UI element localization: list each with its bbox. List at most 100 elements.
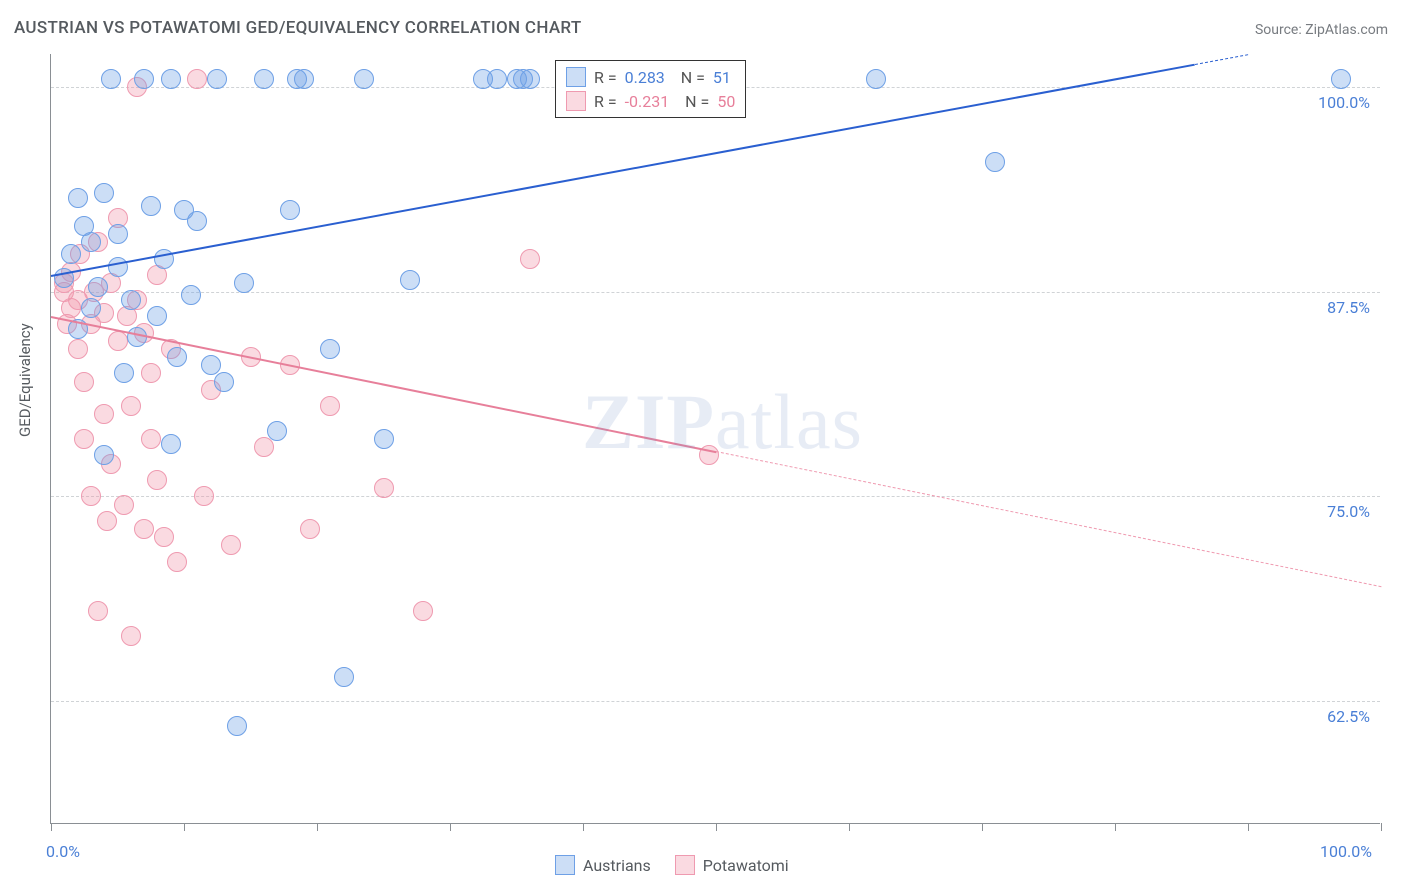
- point-potawatomi: [97, 511, 117, 531]
- point-austrians: [254, 69, 274, 89]
- x-tick: [982, 823, 983, 831]
- source-label: Source: ZipAtlas.com: [1255, 22, 1388, 38]
- point-potawatomi: [134, 519, 154, 539]
- x-tick: [583, 823, 584, 831]
- point-potawatomi: [121, 396, 141, 416]
- point-potawatomi: [300, 519, 320, 539]
- swatch-potawatomi: [566, 91, 586, 111]
- point-austrians: [167, 347, 187, 367]
- point-austrians: [354, 69, 374, 89]
- point-austrians: [320, 339, 340, 359]
- point-potawatomi: [94, 404, 114, 424]
- point-austrians: [187, 211, 207, 231]
- point-austrians: [61, 244, 81, 264]
- point-austrians: [114, 363, 134, 383]
- point-austrians: [81, 298, 101, 318]
- point-austrians: [141, 196, 161, 216]
- legend-r-value: 0.283: [625, 68, 665, 87]
- legend-label: Potawatomi: [703, 856, 789, 875]
- x-tick: [849, 823, 850, 831]
- x-tick: [716, 823, 717, 831]
- point-austrians: [121, 290, 141, 310]
- point-potawatomi: [81, 486, 101, 506]
- x-tick: [1248, 823, 1249, 831]
- point-austrians: [400, 270, 420, 290]
- point-potawatomi: [108, 331, 128, 351]
- trendline-potawatomi: [716, 451, 1381, 587]
- point-austrians: [280, 200, 300, 220]
- plot-area: [50, 54, 1380, 824]
- point-austrians: [1331, 69, 1351, 89]
- point-potawatomi: [520, 249, 540, 269]
- correlation-legend: R = 0.283 N = 51 R = -0.231 N = 50: [555, 60, 746, 118]
- x-tick: [317, 823, 318, 831]
- point-austrians: [520, 69, 540, 89]
- point-austrians: [161, 69, 181, 89]
- y-tick-label: 100.0%: [1300, 93, 1370, 112]
- trendline-austrians: [1195, 54, 1248, 65]
- gridline: [51, 496, 1380, 497]
- swatch-austrians: [566, 67, 586, 87]
- swatch-potawatomi: [675, 855, 695, 875]
- y-tick-label: 62.5%: [1300, 707, 1370, 726]
- x-max-label: 100.0%: [1320, 842, 1372, 861]
- point-austrians: [88, 277, 108, 297]
- point-potawatomi: [147, 470, 167, 490]
- point-potawatomi: [194, 486, 214, 506]
- y-axis-label: GED/Equivalency: [16, 323, 34, 437]
- point-potawatomi: [114, 495, 134, 515]
- swatch-austrians: [555, 855, 575, 875]
- legend-row: R = -0.231 N = 50: [566, 89, 735, 113]
- x-min-label: 0.0%: [46, 842, 80, 861]
- point-potawatomi: [121, 626, 141, 646]
- legend-r-label: R =: [594, 68, 617, 87]
- point-austrians: [108, 257, 128, 277]
- point-austrians: [374, 429, 394, 449]
- point-potawatomi: [74, 429, 94, 449]
- legend-row: R = 0.283 N = 51: [566, 65, 735, 89]
- point-austrians: [866, 69, 886, 89]
- series-legend: Austrians Potawatomi: [555, 855, 789, 875]
- point-austrians: [161, 434, 181, 454]
- legend-r-label: R =: [594, 92, 617, 111]
- point-austrians: [267, 421, 287, 441]
- point-potawatomi: [221, 535, 241, 555]
- point-austrians: [985, 152, 1005, 172]
- point-austrians: [134, 69, 154, 89]
- point-austrians: [68, 188, 88, 208]
- legend-label: Austrians: [583, 856, 651, 875]
- point-potawatomi: [254, 437, 274, 457]
- point-potawatomi: [88, 601, 108, 621]
- point-austrians: [487, 69, 507, 89]
- legend-item: Potawatomi: [675, 855, 789, 875]
- point-austrians: [294, 69, 314, 89]
- point-potawatomi: [374, 478, 394, 498]
- point-potawatomi: [167, 552, 187, 572]
- point-potawatomi: [413, 601, 433, 621]
- point-austrians: [94, 445, 114, 465]
- point-austrians: [81, 232, 101, 252]
- gridline: [51, 292, 1380, 293]
- legend-n-label: N =: [673, 68, 705, 87]
- y-tick-label: 87.5%: [1300, 298, 1370, 317]
- point-austrians: [108, 224, 128, 244]
- point-potawatomi: [187, 69, 207, 89]
- y-tick-label: 75.0%: [1300, 502, 1370, 521]
- x-tick: [1381, 823, 1382, 831]
- point-austrians: [101, 69, 121, 89]
- legend-n-value: 51: [713, 68, 731, 87]
- point-potawatomi: [141, 429, 161, 449]
- point-potawatomi: [154, 527, 174, 547]
- point-austrians: [214, 372, 234, 392]
- legend-n-label: N =: [677, 92, 709, 111]
- x-tick: [1115, 823, 1116, 831]
- legend-item: Austrians: [555, 855, 651, 875]
- legend-n-value: 50: [717, 92, 735, 111]
- point-potawatomi: [141, 363, 161, 383]
- point-potawatomi: [74, 372, 94, 392]
- chart-title: AUSTRIAN VS POTAWATOMI GED/EQUIVALENCY C…: [14, 18, 582, 38]
- point-austrians: [127, 327, 147, 347]
- point-austrians: [234, 273, 254, 293]
- point-potawatomi: [68, 339, 88, 359]
- legend-r-value: -0.231: [625, 92, 670, 111]
